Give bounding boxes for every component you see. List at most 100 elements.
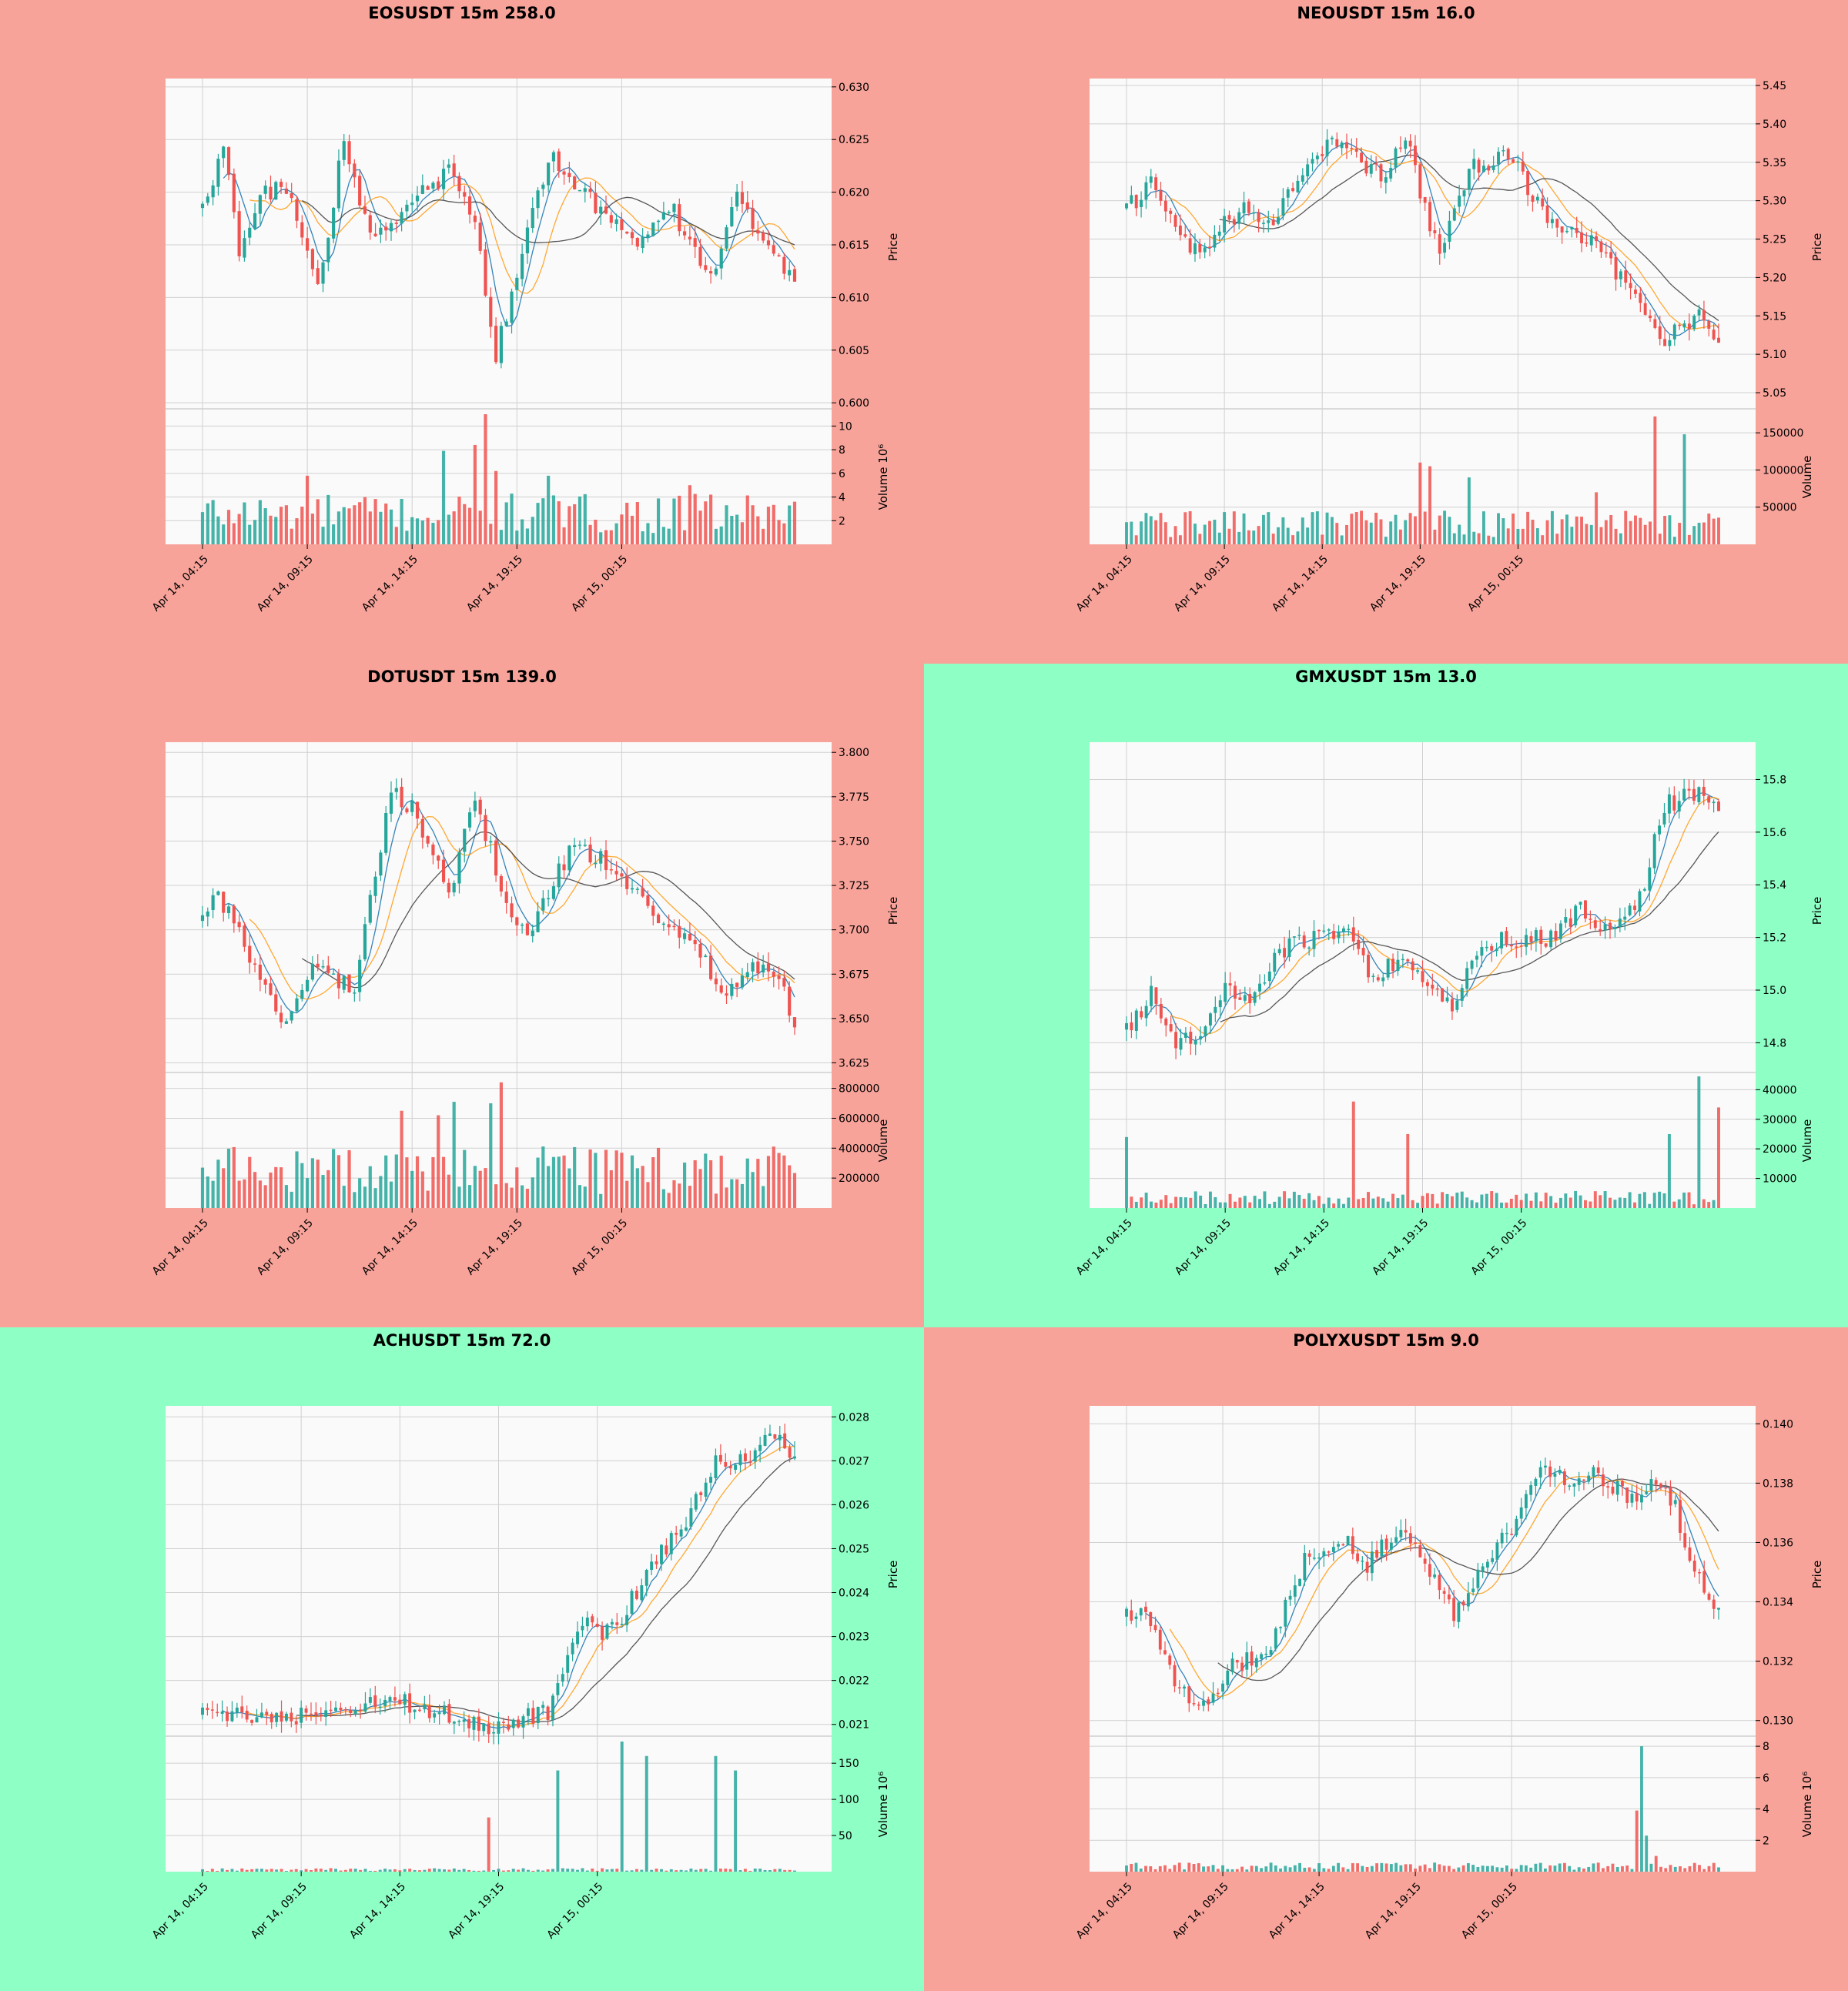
candle	[410, 793, 414, 817]
chart-svg: NEOUSDT 15m 16.05.055.105.155.205.255.30…	[1074, 4, 1824, 614]
candle	[1312, 920, 1316, 958]
volume-bar	[644, 1755, 648, 1872]
volume-bar	[1441, 1192, 1445, 1208]
volume-bars	[200, 1082, 797, 1208]
candle	[222, 146, 226, 168]
volume-bar	[1230, 1869, 1234, 1872]
candle	[719, 245, 723, 280]
volume-bar	[294, 1869, 298, 1872]
candle	[531, 197, 534, 233]
volume-bar	[1602, 1868, 1605, 1872]
volume-bar	[515, 1167, 519, 1208]
x-tick-label: Apr 14, 09:15	[249, 1881, 310, 1942]
candle	[620, 867, 624, 887]
volume-bar	[672, 498, 676, 544]
candle	[342, 134, 346, 166]
candle	[661, 202, 665, 221]
volume-bar	[782, 1155, 786, 1208]
volume-bar	[232, 1146, 236, 1208]
volume-bar	[660, 1869, 663, 1872]
x-tick-label: Apr 14, 04:15	[1074, 1881, 1135, 1942]
volume-bar	[1322, 1868, 1326, 1872]
volume-bar	[1173, 1865, 1177, 1872]
candle	[604, 840, 608, 880]
candle	[206, 192, 209, 206]
volume-bar	[1350, 514, 1354, 544]
candle	[347, 134, 351, 172]
candle	[525, 921, 530, 936]
volume-bar	[1521, 528, 1525, 544]
candle	[1269, 1646, 1273, 1657]
volume-bar	[588, 524, 592, 544]
volume-bar	[604, 530, 608, 544]
volume-bar	[1697, 1076, 1701, 1208]
volume-bars	[1125, 1746, 1720, 1872]
candle	[546, 1705, 550, 1726]
volume-bar	[1298, 1862, 1301, 1872]
volume-bar	[1237, 531, 1241, 544]
volume-bar	[1243, 1196, 1247, 1208]
candle	[605, 1622, 609, 1641]
candle	[1558, 1465, 1562, 1476]
volume-bar	[753, 1868, 757, 1872]
candle	[1658, 819, 1662, 842]
candle	[1406, 958, 1410, 967]
volume-bar	[698, 510, 702, 544]
candle	[319, 1707, 323, 1722]
ma-long-line	[302, 196, 795, 246]
volume-bar	[1460, 1191, 1464, 1208]
volume-bar	[1442, 1866, 1446, 1872]
volume-bar	[620, 1742, 624, 1872]
volume-bar	[724, 1869, 728, 1872]
candle	[704, 256, 708, 273]
chart-svg: DOTUSDT 15m 139.03.6253.6503.6753.7003.7…	[150, 668, 900, 1278]
volume-bar	[1179, 1196, 1183, 1208]
candle	[1687, 779, 1691, 800]
candle	[1125, 1606, 1128, 1627]
volume-bar	[601, 1868, 604, 1872]
volume-bar	[1659, 1866, 1662, 1872]
volume-bar	[373, 1188, 377, 1208]
volume-bar	[1217, 532, 1221, 544]
candle	[718, 1444, 722, 1465]
candle	[363, 916, 367, 962]
volume-bar	[284, 1185, 288, 1208]
candle	[615, 1613, 619, 1635]
candle	[1322, 924, 1326, 934]
candle	[1327, 928, 1331, 941]
candle	[1232, 216, 1236, 233]
volume-bar	[661, 527, 665, 544]
volume-bar	[541, 1870, 545, 1872]
price-axis-label: Price	[1810, 897, 1824, 925]
candle	[571, 1638, 574, 1661]
candle	[342, 975, 346, 994]
candle	[614, 213, 618, 232]
volume-bar	[1414, 1868, 1418, 1872]
price-tick-label: 5.45	[1763, 80, 1786, 92]
volume-bar	[1399, 1865, 1403, 1872]
volume-bar	[410, 1170, 414, 1208]
candle	[274, 987, 278, 1016]
volume-bar	[1524, 1865, 1528, 1872]
volume-bar	[259, 1869, 263, 1872]
volume-bar	[408, 1869, 412, 1872]
candle	[210, 1701, 214, 1719]
candle	[501, 1717, 505, 1734]
candle	[310, 1702, 313, 1722]
volume-tick-label: 20000	[1763, 1143, 1797, 1156]
candle	[1648, 858, 1652, 901]
volume-bar	[1330, 517, 1334, 544]
x-tick-label: Apr 14, 04:15	[150, 1881, 211, 1942]
volume-bar	[1638, 1193, 1642, 1208]
volume-bar	[265, 1869, 269, 1872]
volume-bar	[646, 1182, 650, 1208]
candle	[751, 958, 755, 982]
volume-bar	[1423, 1864, 1427, 1872]
candle	[353, 1706, 357, 1717]
volume-bar	[547, 1166, 551, 1208]
volume-bar	[625, 1870, 629, 1872]
candle	[1487, 164, 1491, 175]
candle	[384, 806, 388, 856]
candle	[1288, 1590, 1292, 1606]
volume-bar	[437, 1115, 440, 1208]
